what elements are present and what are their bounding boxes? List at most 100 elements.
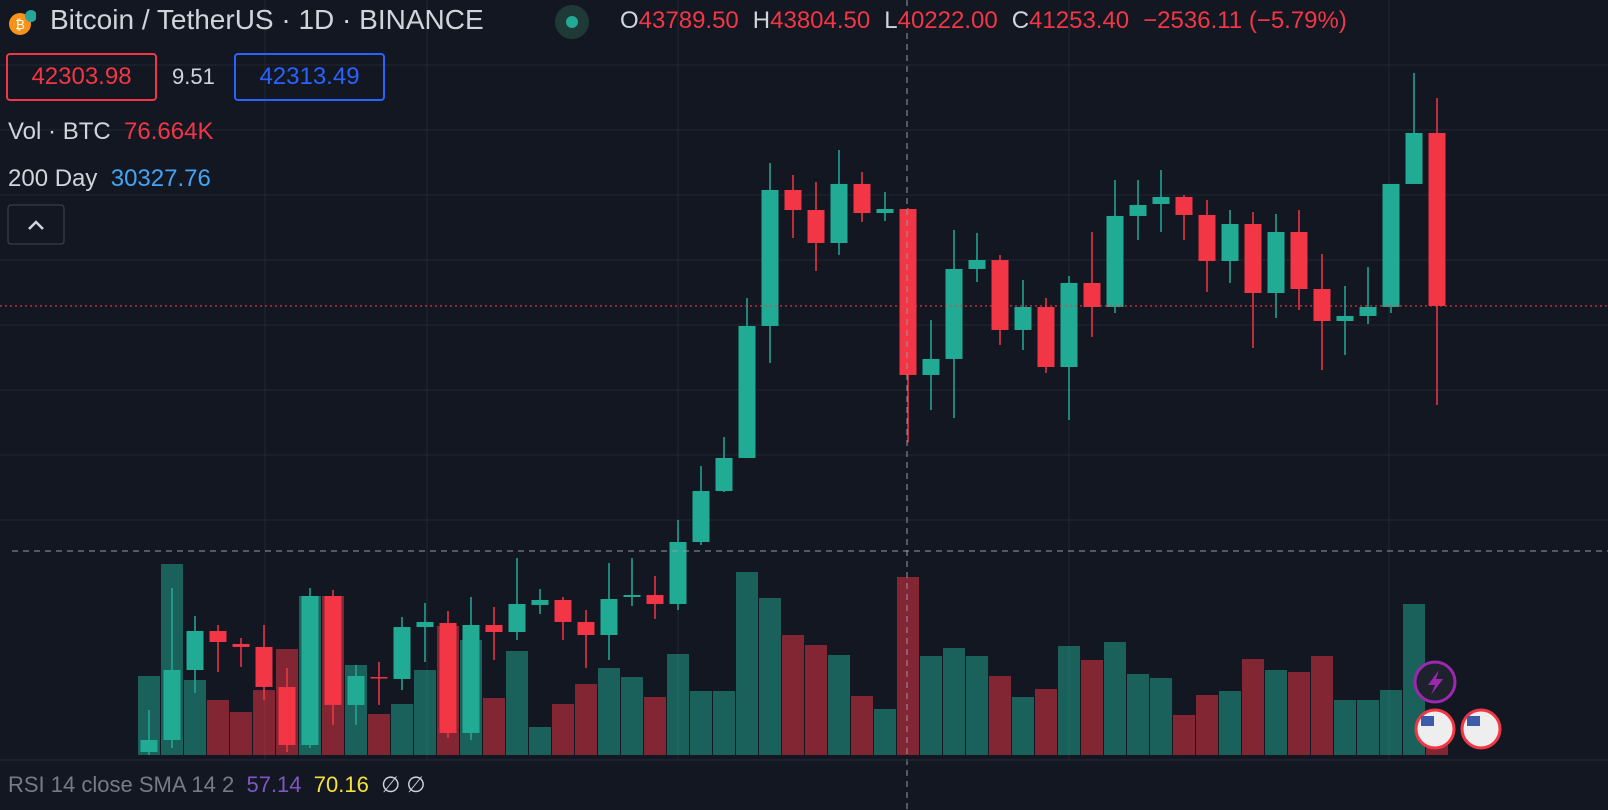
candle-body: [1129, 204, 1147, 216]
rsi-legend: RSI 14 close SMA 14 2 57.14 70.16 ∅ ∅: [8, 772, 426, 798]
candle-body: [1175, 196, 1193, 215]
candle-body: [738, 325, 756, 458]
svg-text:₿: ₿: [15, 17, 25, 32]
candle-body: [1060, 282, 1078, 368]
candle-body: [186, 631, 204, 671]
volume-bar: [253, 689, 275, 755]
volume-bar: [1219, 690, 1241, 755]
ma-indicator: 200 Day 30327.76: [8, 165, 211, 193]
volume-bar: [1127, 673, 1149, 755]
rsi-sma: 70.16: [313, 772, 369, 797]
candle-body: [1267, 231, 1285, 293]
volume-bar: [713, 690, 735, 755]
ohlc-value: 40222.00: [897, 7, 998, 34]
candle-body: [761, 189, 779, 326]
candle-body: [1290, 231, 1308, 290]
volume-bar: [414, 669, 436, 755]
volume-bar: [391, 703, 413, 755]
volume-bar: [1035, 689, 1057, 755]
candle-body: [393, 627, 411, 679]
candle-body: [968, 260, 986, 269]
candle-body: [255, 646, 273, 687]
indicator-name: 200 Day: [8, 165, 98, 192]
candle-body: [1221, 224, 1239, 261]
grid: [0, 0, 1608, 760]
candle-body: [1244, 224, 1262, 293]
candle-body: [1083, 282, 1101, 307]
candle-body: [554, 599, 572, 622]
volume-bar: [828, 654, 850, 755]
market-status[interactable]: [552, 2, 592, 42]
candle-body: [1037, 306, 1055, 368]
candle-body: [991, 260, 1009, 330]
buy-button[interactable]: 42313.49: [234, 53, 385, 101]
collapse-button[interactable]: [7, 204, 65, 246]
rsi-extra: ∅ ∅: [381, 772, 426, 797]
volume-bar: [644, 696, 666, 755]
volume-bar: [1196, 694, 1218, 755]
bitcoin-logo: ₿: [9, 10, 36, 35]
candle-body: [807, 210, 825, 243]
volume-bar: [506, 650, 528, 755]
candle-body: [1359, 306, 1377, 316]
candle-body: [531, 599, 549, 605]
ohlc-label: O: [620, 7, 639, 34]
candle-body: [1152, 196, 1170, 204]
candle-body: [439, 622, 457, 733]
volume-bar: [368, 713, 390, 755]
volume-bar: [667, 653, 689, 755]
volume-bar: [184, 679, 206, 755]
volume-bar: [966, 656, 988, 755]
rsi-name: RSI 14 close SMA 14 2: [8, 772, 235, 797]
volume-bar: [1380, 689, 1402, 755]
rsi-value: 57.14: [246, 772, 302, 797]
spread: 9.51: [172, 64, 215, 89]
event-icons[interactable]: [1413, 660, 1502, 750]
volume-bar: [759, 597, 781, 755]
candle-body: [462, 624, 480, 733]
candle-body: [922, 358, 940, 375]
ohlc-value: 43804.50: [770, 7, 871, 34]
volume-bar: [230, 712, 252, 755]
candle-body: [347, 675, 365, 705]
ohlc-label: L: [884, 7, 898, 34]
volume-bar: [874, 709, 896, 755]
candle-body: [278, 686, 296, 746]
candle-body: [853, 183, 871, 214]
candle-body: [1336, 315, 1354, 322]
candle-body: [784, 189, 802, 211]
candle-body: [1428, 132, 1446, 306]
candle-body: [1014, 306, 1032, 330]
volume-bar: [575, 683, 597, 755]
candle-body: [485, 624, 503, 632]
volume-bar: [736, 571, 758, 755]
volume-bar: [805, 644, 827, 755]
candle-body: [669, 542, 687, 604]
candle-body: [163, 670, 181, 740]
change: −2536.11 (−5.79%): [1143, 7, 1347, 34]
volume-bar: [1081, 659, 1103, 755]
candle-body: [876, 208, 894, 214]
candle-body: [600, 599, 618, 636]
volume-bar: [1150, 677, 1172, 755]
volume-indicator: Vol · BTC 76.664K: [8, 118, 213, 146]
candle-body: [899, 208, 917, 375]
volume-bar: [1012, 696, 1034, 755]
candle-body: [1313, 289, 1331, 322]
candle-body: [508, 603, 526, 632]
candle-body: [324, 595, 342, 705]
symbol-title[interactable]: Bitcoin / TetherUS · 1D · BINANCE: [50, 4, 484, 35]
ohlc-label: H: [752, 7, 771, 34]
volume-bar: [1334, 699, 1356, 755]
ohlc-value: 41253.40: [1029, 7, 1130, 34]
candle-body: [830, 183, 848, 243]
candle-body: [301, 595, 319, 746]
volume-bar: [1357, 699, 1379, 755]
sell-button[interactable]: 42303.98: [6, 53, 157, 101]
candle-body: [370, 677, 388, 679]
volume-bar: [989, 676, 1011, 755]
candle-body: [945, 268, 963, 359]
candle-body: [577, 621, 595, 636]
indicator-value: 76.664K: [124, 118, 214, 145]
